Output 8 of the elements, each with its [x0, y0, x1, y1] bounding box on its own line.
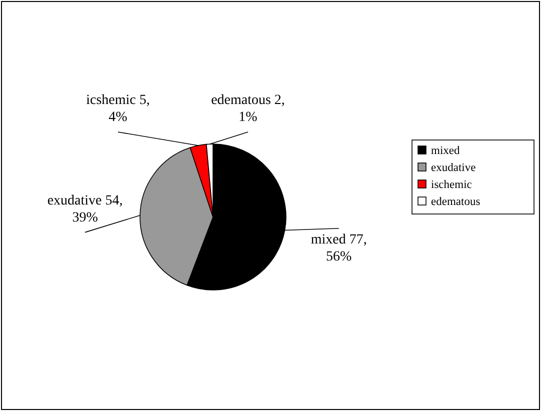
data-label: edematous 2, 1%: [211, 93, 285, 125]
data-label: mixed 77, 56%: [310, 232, 367, 264]
legend-label: exudative: [431, 162, 476, 174]
legend-label: ischemic: [431, 179, 472, 191]
data-label: exudative 54, 39%: [47, 193, 123, 226]
legend-label: mixed: [431, 145, 460, 157]
legend-label: edematous: [431, 196, 481, 208]
data-label: icshemic 5, 4%: [86, 93, 150, 125]
